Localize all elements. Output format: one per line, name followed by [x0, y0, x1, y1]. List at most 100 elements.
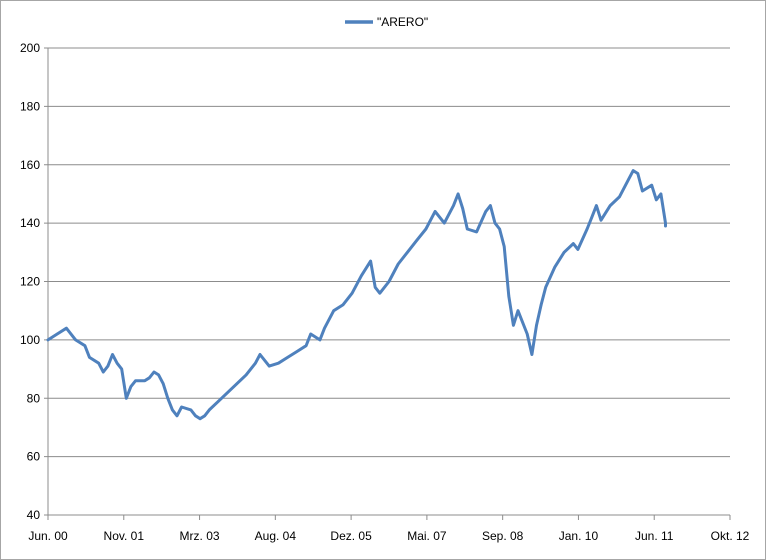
- data-point: [277, 362, 280, 365]
- x-tick-label: Aug. 04: [255, 529, 297, 543]
- data-point: [129, 385, 133, 388]
- data-point: [106, 364, 110, 368]
- data-point: [304, 344, 308, 347]
- data-point: [599, 219, 603, 222]
- y-tick-label: 200: [20, 41, 40, 55]
- data-point: [166, 397, 169, 400]
- data-point: [585, 227, 589, 231]
- data-point: [268, 364, 271, 368]
- data-point: [664, 224, 667, 228]
- x-tick-label: Okt. 12: [711, 529, 750, 543]
- x-tick-label: Mai. 07: [407, 529, 447, 543]
- data-point: [157, 373, 160, 377]
- legend-label: "ARERO": [377, 15, 428, 29]
- x-tick-label: Jun. 11: [635, 529, 674, 543]
- x-tick-label: Dez. 05: [330, 529, 372, 543]
- data-point: [369, 259, 372, 263]
- data-point: [258, 353, 262, 356]
- y-tick-label: 180: [20, 99, 40, 113]
- data-point: [254, 362, 257, 365]
- y-tick-labels: 40 60 80 100 120 140 160 180 200: [20, 41, 40, 522]
- data-point: [397, 262, 400, 266]
- data-point: [46, 338, 50, 342]
- data-point: [378, 292, 381, 295]
- data-point: [484, 210, 487, 213]
- data-point: [203, 414, 206, 417]
- data-point: [194, 414, 197, 417]
- y-tick-label: 40: [27, 508, 41, 522]
- data-point: [111, 353, 114, 356]
- data-point: [512, 324, 515, 327]
- data-point: [618, 195, 621, 199]
- data-point: [595, 204, 598, 207]
- data-point: [152, 370, 156, 374]
- data-point: [452, 204, 455, 207]
- data-point: [636, 172, 639, 175]
- data-point: [572, 242, 575, 245]
- data-point: [309, 332, 312, 336]
- data-point: [650, 184, 653, 187]
- data-point: [526, 332, 529, 336]
- data-point: [415, 239, 418, 242]
- data-point: [171, 408, 174, 412]
- series-line: [46, 169, 667, 421]
- data-point: [590, 216, 593, 219]
- y-tick-label: 80: [27, 391, 41, 405]
- data-point: [217, 400, 220, 403]
- data-point: [332, 309, 335, 312]
- data-point: [115, 362, 119, 365]
- data-point: [350, 292, 354, 295]
- data-point: [433, 210, 437, 213]
- data-point: [134, 379, 137, 382]
- data-point: [318, 338, 322, 342]
- data-point: [507, 294, 510, 298]
- data-point: [609, 204, 612, 207]
- data-point: [74, 338, 77, 342]
- data-point: [88, 356, 91, 359]
- data-point: [539, 303, 543, 307]
- data-point: [659, 192, 663, 196]
- y-tick-label: 140: [20, 216, 40, 230]
- data-point: [632, 169, 635, 172]
- data-point: [56, 332, 59, 336]
- data-point: [244, 373, 248, 377]
- data-point: [535, 324, 538, 327]
- data-point: [406, 251, 409, 254]
- data-point: [180, 405, 183, 409]
- data-point: [102, 370, 105, 374]
- data-point: [226, 391, 229, 394]
- axes: [44, 47, 731, 520]
- y-tick-label: 60: [27, 450, 41, 464]
- data-point: [544, 286, 547, 289]
- data-point: [466, 227, 469, 231]
- data-point: [125, 397, 128, 400]
- data-point: [489, 204, 492, 207]
- data-point: [664, 221, 667, 225]
- data-point: [456, 192, 460, 196]
- y-tick-label: 100: [20, 333, 40, 347]
- data-point: [97, 362, 100, 365]
- data-point: [162, 382, 165, 385]
- y-tick-label: 160: [20, 158, 40, 172]
- data-point: [498, 227, 501, 231]
- data-point: [120, 367, 123, 371]
- data-point: [323, 327, 326, 330]
- x-tick-label: Jun. 00: [28, 529, 68, 543]
- data-point: [65, 327, 68, 330]
- data-point: [461, 207, 464, 210]
- x-tick-label: Mrz. 03: [180, 529, 220, 543]
- data-point: [387, 280, 391, 283]
- x-tick-label: Jan. 10: [559, 529, 599, 543]
- x-tick-label: Nov. 01: [104, 529, 145, 543]
- data-point: [443, 221, 446, 225]
- data-point: [641, 189, 644, 193]
- data-point: [143, 379, 146, 382]
- series-layer: [46, 169, 667, 421]
- data-point: [562, 251, 566, 254]
- legend: "ARERO": [345, 15, 428, 29]
- data-point: [189, 408, 193, 412]
- data-point: [503, 245, 506, 248]
- data-point: [655, 198, 658, 201]
